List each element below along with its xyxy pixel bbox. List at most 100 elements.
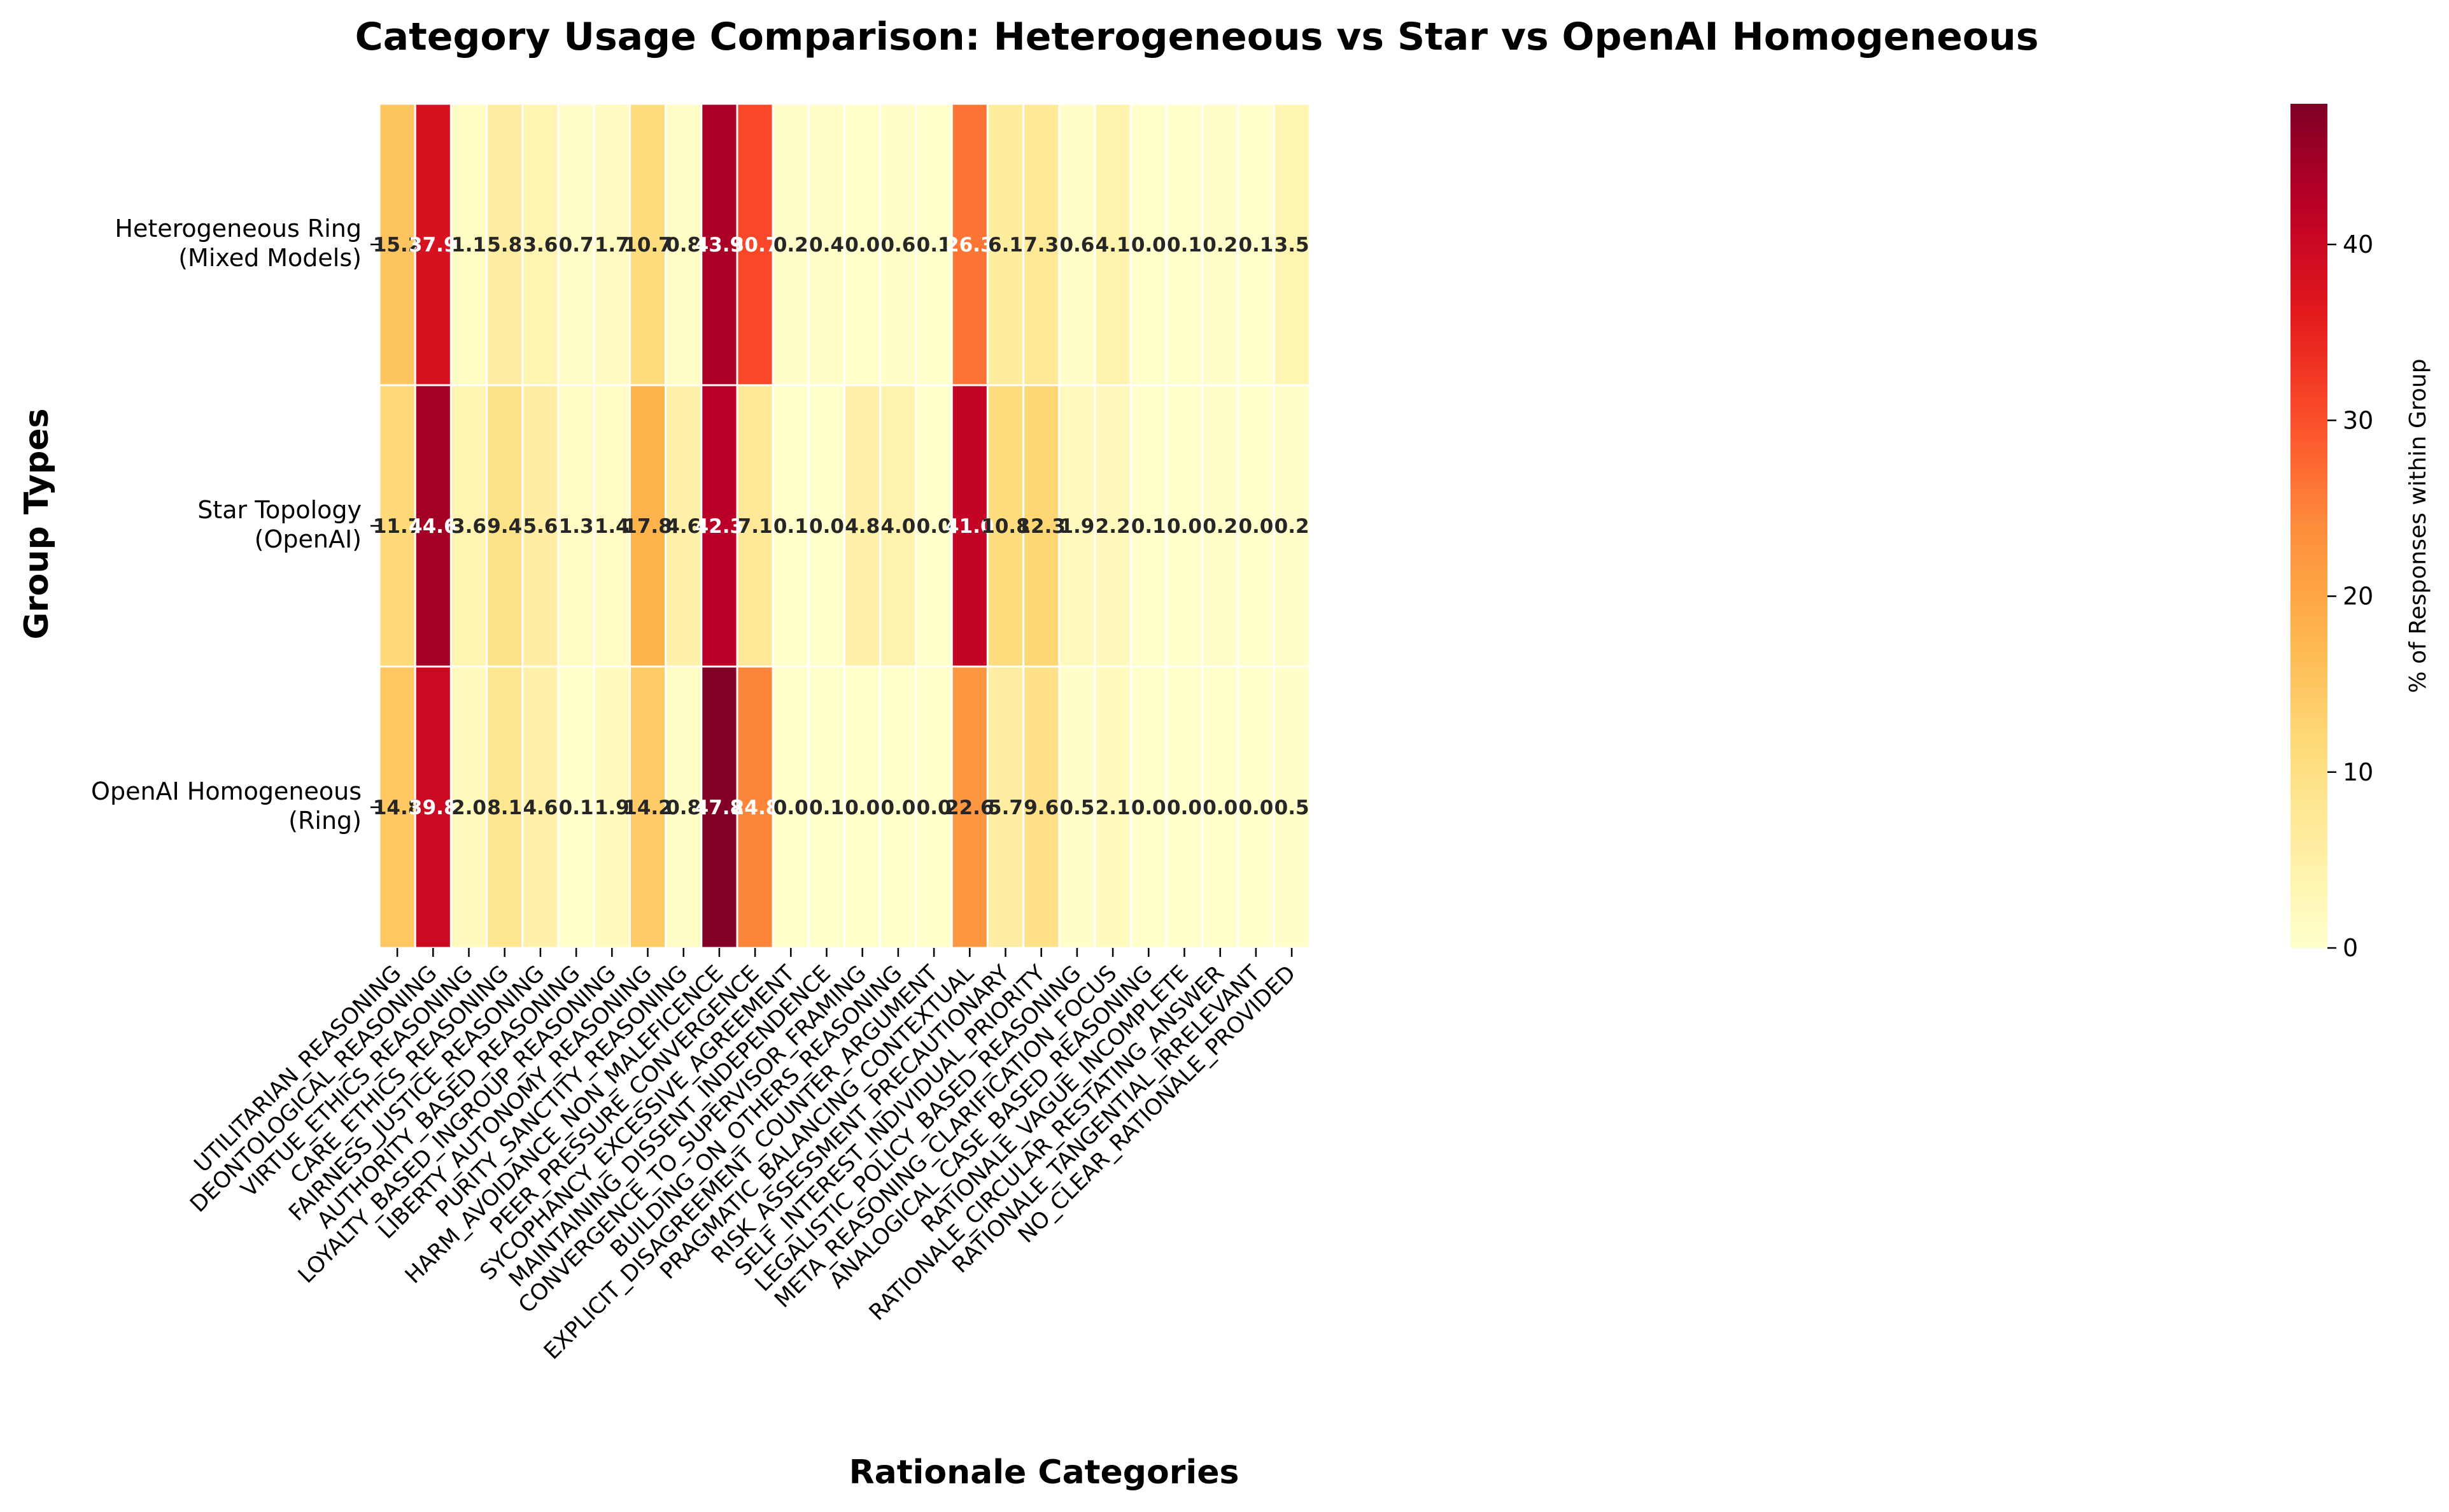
cell-value-label: 0.0: [917, 515, 952, 538]
cell-value-label: 0.0: [917, 796, 952, 819]
heatmap-cell: [593, 665, 631, 949]
heatmap-cell: [1058, 384, 1096, 668]
colorbar-tick-label: 0: [2343, 934, 2358, 962]
heatmap-cell: [1129, 384, 1168, 668]
y-axis-title: Group Types: [18, 408, 56, 639]
cell-value-label: 0.1: [1167, 234, 1202, 257]
cell-value-label: 4.8: [845, 515, 880, 538]
heatmap-cell: [772, 665, 810, 949]
heatmap-cell: [414, 102, 452, 386]
heatmap-cell: [700, 384, 738, 668]
heatmap-cell: [1237, 665, 1275, 949]
cell-value-label: 7.1: [738, 515, 773, 538]
colorbar-tick-label: 40: [2343, 230, 2373, 258]
cell-value-label: 44.6: [409, 515, 458, 538]
heatmap-cell: [986, 102, 1025, 386]
cell-value-label: 17.8: [623, 515, 672, 538]
heatmap-cell: [1201, 384, 1239, 668]
heatmap-cell: [736, 384, 774, 668]
cell-value-label: 0.0: [1131, 234, 1166, 257]
x-axis-title: Rationale Categories: [849, 1453, 1239, 1492]
heatmap-cell: [1273, 384, 1311, 668]
cell-value-label: 4.0: [880, 515, 915, 538]
colorbar: [2290, 104, 2327, 948]
y-tick-label: Star Topology (OpenAI): [197, 496, 362, 553]
colorbar-ticks: 0 10 20 30 40: [2327, 230, 2373, 962]
y-axis-ticks: Heterogeneous Ring (Mixed Models) Star Top…: [91, 215, 379, 835]
cell-value-label: 0.2: [773, 234, 808, 257]
heatmap-cell: [1237, 384, 1275, 668]
heatmap-cell: [1094, 102, 1132, 386]
heatmap-cell: [772, 102, 810, 386]
cell-value-label: 0.5: [1059, 796, 1094, 819]
cell-value-label: 0.6: [880, 234, 915, 257]
heatmap-cell: [1058, 665, 1096, 949]
heatmap-cell: [700, 102, 738, 386]
heatmap-cell: [1058, 102, 1096, 386]
heatmap-cell: [521, 384, 560, 668]
cell-value-label: 39.8: [409, 796, 458, 819]
cell-value-label: 0.0: [1167, 796, 1202, 819]
heatmap-cell: [414, 665, 452, 949]
cell-value-label: 6.1: [988, 234, 1023, 257]
cell-value-label: 10.8: [981, 515, 1030, 538]
cell-value-label: 0.2: [1203, 234, 1238, 257]
cell-value-label: 2.1: [1096, 796, 1131, 819]
heatmap-cells: [378, 102, 1311, 949]
cell-value-label: 2.2: [1096, 515, 1131, 538]
cell-value-label: 9.4: [487, 515, 522, 538]
cell-value-label: 4.1: [1096, 234, 1131, 257]
cell-value-label: 24.8: [731, 796, 780, 819]
cell-value-label: 0.0: [1131, 796, 1166, 819]
heatmap-cell: [950, 102, 989, 386]
cell-value-label: 41.0: [945, 515, 994, 538]
heatmap-cell: [843, 102, 882, 386]
cell-value-label: 0.1: [1238, 234, 1273, 257]
cell-value-label: 0.0: [1167, 515, 1202, 538]
cell-value-label: 0.0: [1238, 515, 1273, 538]
colorbar-tick-label: 20: [2343, 583, 2373, 611]
cell-value-label: 0.6: [1059, 234, 1094, 257]
cell-value-label: 0.0: [845, 796, 880, 819]
heatmap-cell: [1129, 102, 1168, 386]
heatmap-cell: [1094, 384, 1132, 668]
cell-value-label: 2.0: [451, 796, 486, 819]
heatmap-cell: [486, 665, 524, 949]
cell-value-label: 0.1: [1131, 515, 1166, 538]
heatmap-cell: [1129, 665, 1168, 949]
cell-value-label: 3.6: [451, 515, 486, 538]
heatmap-cell: [915, 384, 953, 668]
cell-value-label: 7.3: [1024, 234, 1059, 257]
heatmap-cell: [665, 665, 703, 949]
cell-value-label: 0.2: [1203, 515, 1238, 538]
cell-value-label: 37.9: [409, 234, 458, 257]
colorbar-label: % of Responses within Group: [2405, 358, 2431, 693]
cell-value-label: 5.6: [523, 515, 558, 538]
cell-value-label: 26.3: [945, 234, 994, 257]
cell-value-label: 0.0: [845, 234, 880, 257]
cell-value-label: 1.1: [451, 234, 486, 257]
chart-title: Category Usage Comparison: Heterogeneous…: [355, 15, 2039, 59]
heatmap-cell: [1273, 102, 1311, 386]
cell-value-label: 0.2: [1274, 515, 1309, 538]
heatmap-cell: [1165, 102, 1204, 386]
cell-value-label: 1.7: [595, 234, 630, 257]
cell-value-label: 0.7: [559, 234, 594, 257]
cell-value-label: 3.6: [523, 234, 558, 257]
heatmap-cell: [449, 665, 488, 949]
cell-value-label: 11.7: [373, 515, 422, 538]
colorbar-tick-label: 10: [2343, 758, 2373, 786]
heatmap-cell: [843, 665, 882, 949]
colorbar-tick-label: 30: [2343, 406, 2373, 434]
cell-value-label: 0.0: [1238, 796, 1273, 819]
cell-value-label: 1.3: [559, 515, 594, 538]
heatmap-cell: [950, 665, 989, 949]
cell-value-label: 0.0: [773, 796, 808, 819]
heatmap-cell: [915, 665, 953, 949]
heatmap-cell: [557, 102, 595, 386]
cell-value-label: 0.5: [1274, 796, 1309, 819]
cell-value-label: 10.7: [623, 234, 672, 257]
cell-value-label: 12.3: [1017, 515, 1066, 538]
